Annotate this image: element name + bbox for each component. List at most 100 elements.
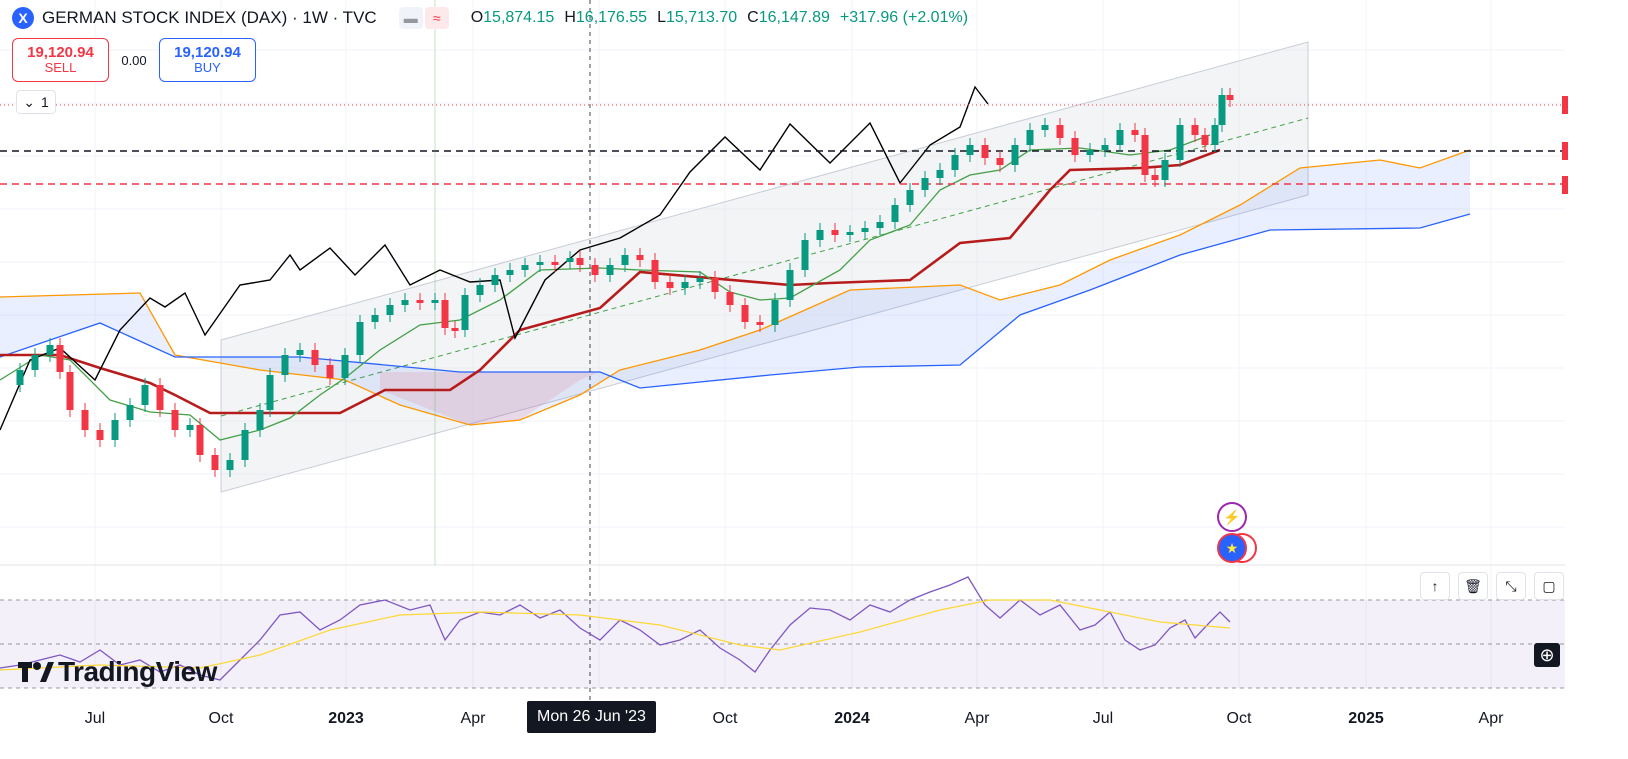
lightning-event-icon[interactable]: ⚡ xyxy=(1217,502,1247,532)
candle xyxy=(606,265,614,275)
collapse-pane-icon[interactable]: ⤡ xyxy=(1496,572,1526,600)
time-tick: Apr xyxy=(1478,710,1504,727)
span-b-line xyxy=(0,213,1471,389)
candle xyxy=(876,222,884,228)
buy-button[interactable]: 19,120.94 BUY xyxy=(159,38,256,82)
candle xyxy=(1116,130,1124,145)
symbol-logo-icon[interactable]: X xyxy=(12,7,34,29)
time-tick: Oct xyxy=(712,710,738,727)
high-value: 16,176.55 xyxy=(575,9,648,26)
candle xyxy=(846,232,854,235)
rsi-ma-line xyxy=(0,599,1231,671)
candle xyxy=(401,300,409,305)
add-plus-icon[interactable]: ⊕ xyxy=(1534,643,1560,667)
brand-name: TradingView xyxy=(58,656,217,687)
tradingview-mark-icon xyxy=(18,662,54,682)
candle xyxy=(1041,125,1049,130)
indicator-count: 1 xyxy=(40,94,49,110)
tradingview-logo[interactable]: TradingView xyxy=(18,656,217,688)
chevron-down-icon: ⌄ xyxy=(23,93,35,110)
candle xyxy=(801,240,809,270)
move-pane-up-icon[interactable]: ↑ xyxy=(1420,572,1450,600)
eu-flag-event-icon[interactable]: ★ xyxy=(1217,533,1247,563)
candle xyxy=(536,262,544,265)
candle xyxy=(326,365,334,378)
candle xyxy=(591,265,599,275)
candle xyxy=(576,258,584,265)
candle xyxy=(476,285,484,295)
candle xyxy=(156,385,164,410)
candle xyxy=(506,270,514,275)
maximize-pane-icon[interactable]: ▢ xyxy=(1534,572,1564,600)
candle xyxy=(1226,95,1234,100)
wave-icon[interactable]: ≈ xyxy=(424,7,449,29)
candle xyxy=(786,270,794,300)
candle xyxy=(566,258,574,262)
candle xyxy=(171,410,179,430)
candle xyxy=(16,370,24,385)
candle xyxy=(281,355,289,375)
candle xyxy=(356,322,364,355)
candle xyxy=(1101,145,1109,150)
close-key: C xyxy=(747,9,759,26)
lagging-span-line xyxy=(0,85,989,431)
hide-icon[interactable]: ▬ xyxy=(398,7,423,29)
pane-toolbar: ↑ 🗑 ⤡ ▢ xyxy=(1420,572,1564,600)
candle xyxy=(266,375,274,410)
low-value: 15,713.70 xyxy=(665,9,738,26)
candle xyxy=(741,305,749,322)
candle xyxy=(551,262,559,265)
candle xyxy=(681,282,689,288)
candle xyxy=(696,278,704,282)
ichimoku-cloud xyxy=(0,150,1470,425)
time-tick: Jul xyxy=(1092,710,1114,727)
candle xyxy=(81,410,89,430)
change-value: +317.96 (+2.01%) xyxy=(839,9,969,26)
ohlc-values: O15,874.15 H16,176.55 L15,713.70 C16,147… xyxy=(471,9,968,27)
candle xyxy=(861,228,869,232)
candle xyxy=(891,205,899,222)
candle xyxy=(1086,150,1094,155)
candle xyxy=(1071,138,1079,155)
price-scale-marker xyxy=(1562,142,1568,160)
candle xyxy=(1141,135,1149,175)
candle xyxy=(651,260,659,282)
candle xyxy=(1026,130,1034,145)
price-scale-marker xyxy=(1562,176,1568,194)
time-axis[interactable]: Jul Oct 2023 Apr Oct 2024 Apr Jul Oct 20… xyxy=(0,700,1565,740)
sell-button[interactable]: 19,120.94 SELL xyxy=(12,38,109,82)
candle xyxy=(1056,125,1064,138)
candle xyxy=(1011,145,1019,165)
high-key: H xyxy=(564,9,576,26)
candle xyxy=(416,300,424,303)
indicators-collapse-button[interactable]: ⌄ 1 xyxy=(16,90,56,114)
close-value: 16,147.89 xyxy=(758,9,830,26)
candle xyxy=(1191,125,1199,135)
candle xyxy=(1201,135,1209,145)
symbol-title[interactable]: GERMAN STOCK INDEX (DAX) · 1W · TVC xyxy=(42,8,377,27)
candle xyxy=(636,255,644,260)
rsi-line xyxy=(0,576,1231,681)
trade-panel: 19,120.94 SELL 0.00 19,120.94 BUY xyxy=(12,38,256,82)
regression-channel xyxy=(220,41,1309,493)
candle xyxy=(1151,175,1159,180)
candle xyxy=(196,425,204,455)
candle xyxy=(981,145,989,158)
candle xyxy=(441,300,449,328)
candle xyxy=(461,295,469,330)
time-tick: Apr xyxy=(460,710,486,727)
time-tick: 2023 xyxy=(328,710,364,727)
candle xyxy=(341,355,349,378)
candle xyxy=(1176,125,1184,160)
time-tick: Apr xyxy=(964,710,990,727)
crosshair-date-label: Mon 26 Jun '23 xyxy=(527,701,656,733)
candle xyxy=(46,345,54,355)
trash-icon[interactable]: 🗑 xyxy=(1458,572,1488,600)
buy-label: BUY xyxy=(194,60,221,76)
candle xyxy=(431,300,439,303)
open-value: 15,874.15 xyxy=(483,9,555,26)
candle xyxy=(771,300,779,325)
candle xyxy=(726,292,734,305)
